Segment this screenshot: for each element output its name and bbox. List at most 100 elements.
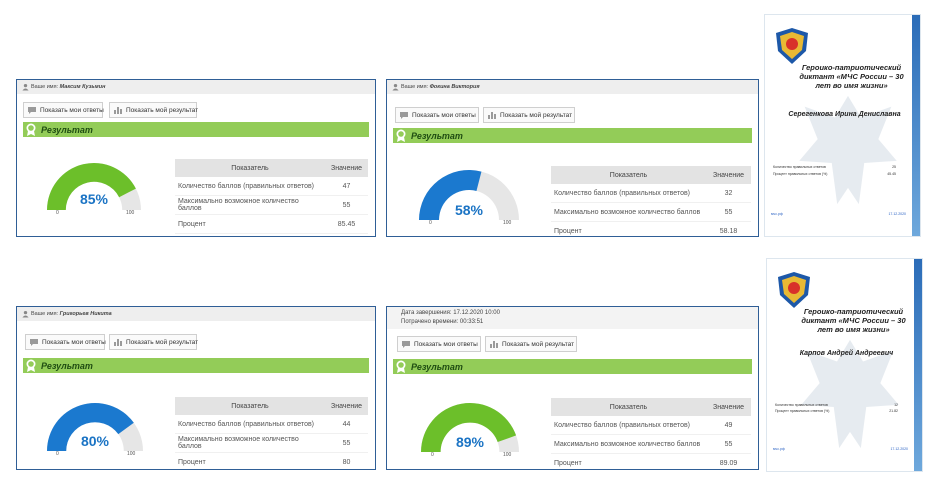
finish-info bbox=[387, 307, 758, 329]
gauge-value: 89% bbox=[455, 434, 485, 450]
show-answers-button[interactable]: Показать мои ответы bbox=[23, 102, 104, 118]
table-header-row: Показатель Значение bbox=[175, 397, 368, 415]
cert-row-correct: Количество правильных ответов 12 bbox=[775, 403, 908, 407]
stats-table: Показатель Значение Количество баллов (п… bbox=[551, 398, 751, 469]
show-result-label: Показать мой результат bbox=[126, 338, 199, 346]
result-panel-1: Ваше имя: Максим Кузьмин Показать мои от… bbox=[16, 79, 376, 237]
stats-table: Показатель Значение Количество баллов (п… bbox=[551, 166, 751, 236]
show-result-button[interactable]: Показать мой результат bbox=[109, 102, 199, 118]
cert-date: 17.12.2020 bbox=[890, 447, 908, 451]
column-header-value: Значение bbox=[706, 166, 751, 184]
cert-row-label: Процент правильных ответов (%) bbox=[775, 409, 830, 413]
cert-row-label: Количество правильных ответов bbox=[773, 165, 826, 169]
cert-title: Героико-патриотический диктант «МЧС Росс… bbox=[799, 63, 904, 90]
user-name: Максим Кузьмин bbox=[59, 83, 106, 90]
row-value: 47 bbox=[325, 177, 368, 196]
result-title: Результат bbox=[411, 361, 463, 372]
award-badge-icon bbox=[26, 359, 36, 372]
result-header: Результат bbox=[393, 128, 752, 143]
user-icon bbox=[22, 83, 29, 91]
column-header-indicator: Показатель bbox=[551, 398, 706, 416]
show-answers-button[interactable]: Показать мои ответы bbox=[25, 334, 106, 350]
row-value: 89.09 bbox=[706, 453, 751, 469]
user-icon bbox=[22, 310, 29, 318]
table-row: Максимально возможное количество баллов 5… bbox=[551, 434, 751, 454]
table-row: Количество баллов (правильных ответов) 32 bbox=[551, 184, 751, 203]
show-answers-label: Показать мои ответы bbox=[412, 111, 476, 119]
row-label: Процент bbox=[551, 221, 706, 236]
speech-bubble-icon bbox=[30, 338, 38, 346]
row-label: Максимально возможное количество баллов bbox=[175, 433, 325, 453]
gauge-max-label: 100 bbox=[503, 220, 512, 226]
column-header-indicator: Показатель bbox=[175, 397, 325, 415]
row-value: 32 bbox=[706, 184, 751, 203]
cert-row-value: 45.45 bbox=[887, 172, 896, 176]
time-spent: Потрачено времени: 00:33:51 bbox=[401, 319, 484, 325]
eagle-watermark-icon bbox=[799, 95, 897, 205]
speech-bubble-icon bbox=[400, 111, 408, 119]
percent-gauge: 58% 0 100 bbox=[419, 170, 519, 230]
user-bar: Ваше имя: Григорьев Никита bbox=[17, 307, 375, 321]
result-header: Результат bbox=[393, 359, 752, 374]
table-row: Процент 58.18 bbox=[551, 221, 751, 236]
cert-site-link[interactable]: мчс.рф bbox=[771, 212, 783, 216]
result-panel-3: Ваше имя: Григорьев Никита Показать мои … bbox=[16, 306, 376, 470]
bar-chart-icon bbox=[114, 106, 122, 114]
mchs-emblem-icon bbox=[778, 272, 810, 308]
row-value: 85.45 bbox=[325, 214, 368, 234]
row-label: Количество баллов (правильных ответов) bbox=[551, 184, 706, 203]
result-header: Результат bbox=[23, 122, 369, 137]
stats-table: Показатель Значение Количество баллов (п… bbox=[175, 159, 368, 234]
user-bar: Ваше имя: Фокина Виктория bbox=[387, 80, 758, 94]
show-result-label: Показать мой результат bbox=[126, 106, 199, 114]
user-label: Ваше имя: bbox=[31, 83, 59, 90]
table-header-row: Показатель Значение bbox=[175, 159, 368, 177]
show-result-button[interactable]: Показать мой результат bbox=[109, 334, 199, 350]
result-panel-4: Дата завершения: 17.12.2020 10:00 Потрач… bbox=[386, 306, 759, 470]
gauge-value: 58% bbox=[454, 202, 484, 218]
gauge-min-label: 0 bbox=[56, 210, 59, 216]
user-name: Фокина Виктория bbox=[429, 83, 480, 90]
show-answers-button[interactable]: Показать мои ответы bbox=[397, 336, 481, 352]
table-row: Количество баллов (правильных ответов) 44 bbox=[175, 415, 368, 434]
table-row: Процент 85.45 bbox=[175, 214, 368, 234]
cert-row-label: Процент правильных ответов (%) bbox=[773, 172, 828, 176]
award-badge-icon bbox=[396, 360, 406, 373]
column-header-indicator: Показатель bbox=[175, 159, 325, 177]
show-result-button[interactable]: Показать мой результат bbox=[483, 107, 575, 123]
cert-row-value: 12 bbox=[894, 403, 898, 407]
result-title: Результат bbox=[411, 130, 463, 141]
row-value: 55 bbox=[706, 434, 751, 454]
table-row: Количество баллов (правильных ответов) 47 bbox=[175, 177, 368, 196]
column-header-value: Значение bbox=[325, 397, 368, 415]
result-title: Результат bbox=[41, 360, 93, 371]
user-name: Григорьев Никита bbox=[59, 310, 112, 317]
gauge-min-label: 0 bbox=[431, 452, 434, 458]
cert-row-label: Количество правильных ответов bbox=[775, 403, 828, 407]
gauge-min-label: 0 bbox=[429, 220, 432, 226]
row-label: Количество баллов (правильных ответов) bbox=[551, 416, 706, 435]
show-answers-label: Показать мои ответы bbox=[40, 106, 104, 114]
show-result-label: Показать мой результат bbox=[500, 111, 573, 119]
speech-bubble-icon bbox=[28, 106, 36, 114]
result-title: Результат bbox=[41, 124, 93, 135]
show-answers-button[interactable]: Показать мои ответы bbox=[395, 107, 479, 123]
cert-stripe bbox=[914, 259, 922, 471]
finish-date: Дата завершения: 17.12.2020 10:00 bbox=[401, 310, 500, 316]
show-answers-label: Показать мои ответы bbox=[42, 338, 106, 346]
award-badge-icon bbox=[396, 129, 406, 142]
row-label: Максимально возможное количество баллов bbox=[551, 202, 706, 222]
table-header-row: Показатель Значение bbox=[551, 398, 751, 416]
result-panel-2: Ваше имя: Фокина Виктория Показать мои о… bbox=[386, 79, 759, 237]
table-row: Максимально возможное количество баллов 5… bbox=[175, 195, 368, 215]
cert-date: 17.12.2020 bbox=[888, 212, 906, 216]
result-header: Результат bbox=[23, 358, 369, 373]
row-label: Количество баллов (правильных ответов) bbox=[175, 415, 325, 434]
cert-site-link[interactable]: мчс.рф bbox=[773, 447, 785, 451]
table-row: Процент 89.09 bbox=[551, 453, 751, 469]
gauge-fill bbox=[419, 170, 482, 220]
cert-stripe bbox=[912, 15, 920, 236]
column-header-value: Значение bbox=[706, 398, 751, 416]
show-result-button[interactable]: Показать мой результат bbox=[485, 336, 577, 352]
gauge-fill bbox=[47, 163, 136, 210]
